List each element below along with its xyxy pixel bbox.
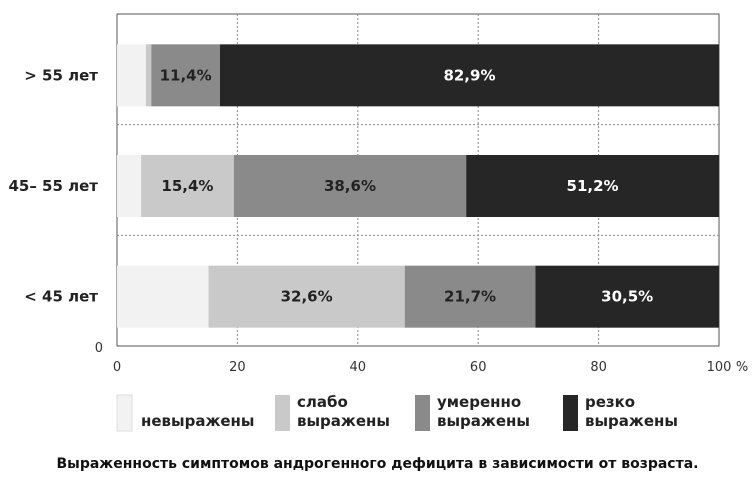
x-tick-label-20: 20 <box>229 360 246 375</box>
bar-segment-невыражены-55-лет <box>117 44 146 107</box>
bar-segment-слабо-выражены-45-лет <box>208 265 405 328</box>
x-tick-label-40: 40 <box>350 360 367 375</box>
data-label-резко-выражены-55-лет: 82,9% <box>443 66 495 84</box>
x-axis-unit: % <box>736 360 748 375</box>
x-tick-label-0: 0 <box>113 360 121 375</box>
data-label-умеренно-выражены-55-лет: 11,4% <box>160 66 212 84</box>
chart-caption: Выраженность симптомов андрогенного дефи… <box>56 456 699 472</box>
bar-segment-умеренно-выражены-45-лет <box>404 265 536 328</box>
category-label-55-лет: > 55 лет <box>24 66 98 84</box>
bar-segment-резко-выражены-55-лет <box>219 44 719 107</box>
bar-segment-умеренно-выражены-55-лет <box>151 44 220 107</box>
bar-segment-резко-выражены-45-55-лет <box>466 155 719 217</box>
data-label-резко-выражены-45-55-лет: 51,2% <box>567 177 619 195</box>
data-label-умеренно-выражены-45-лет: 21,7% <box>444 288 496 306</box>
legend-swatch-невыражены <box>116 394 133 432</box>
legend-label-слабо-выражены: слабо выражены <box>297 393 390 430</box>
data-label-резко-выражены-45-лет: 30,5% <box>601 288 653 306</box>
x-tick-label-80: 80 <box>590 360 607 375</box>
legend-label-умеренно-выражены: умеренно выражены <box>437 393 530 430</box>
data-label-слабо-выражены-45-55-лет: 15,4% <box>161 177 213 195</box>
legend-swatch-слабо-выражены <box>275 395 290 431</box>
legend-label-резко-выражены: резко выражены <box>585 393 678 430</box>
bar-segment-умеренно-выражены-45-55-лет <box>233 155 467 217</box>
data-label-умеренно-выражены-45-55-лет: 38,6% <box>324 177 376 195</box>
legend-label-невыражены: невыражены <box>141 412 254 430</box>
category-label-45-лет: < 45 лет <box>24 288 98 306</box>
y-origin-label: 0 <box>95 341 103 356</box>
category-label-45-55-лет: 45– 55 лет <box>8 177 98 195</box>
legend-swatch-резко-выражены <box>563 395 578 431</box>
legend-swatch-умеренно-выражены <box>415 395 430 431</box>
bar-segment-резко-выражены-45-лет <box>535 265 719 328</box>
data-label-слабо-выражены-45-лет: 32,6% <box>281 288 333 306</box>
bar-segment-невыражены-45-55-лет <box>117 155 142 217</box>
x-tick-label-60: 60 <box>470 360 487 375</box>
bar-segment-слабо-выражены-45-55-лет <box>141 155 234 217</box>
x-tick-label-100: 100 <box>707 360 732 375</box>
bar-segment-невыражены-45-лет <box>117 265 209 328</box>
bar-segment-слабо-выражены-55-лет <box>145 44 152 107</box>
